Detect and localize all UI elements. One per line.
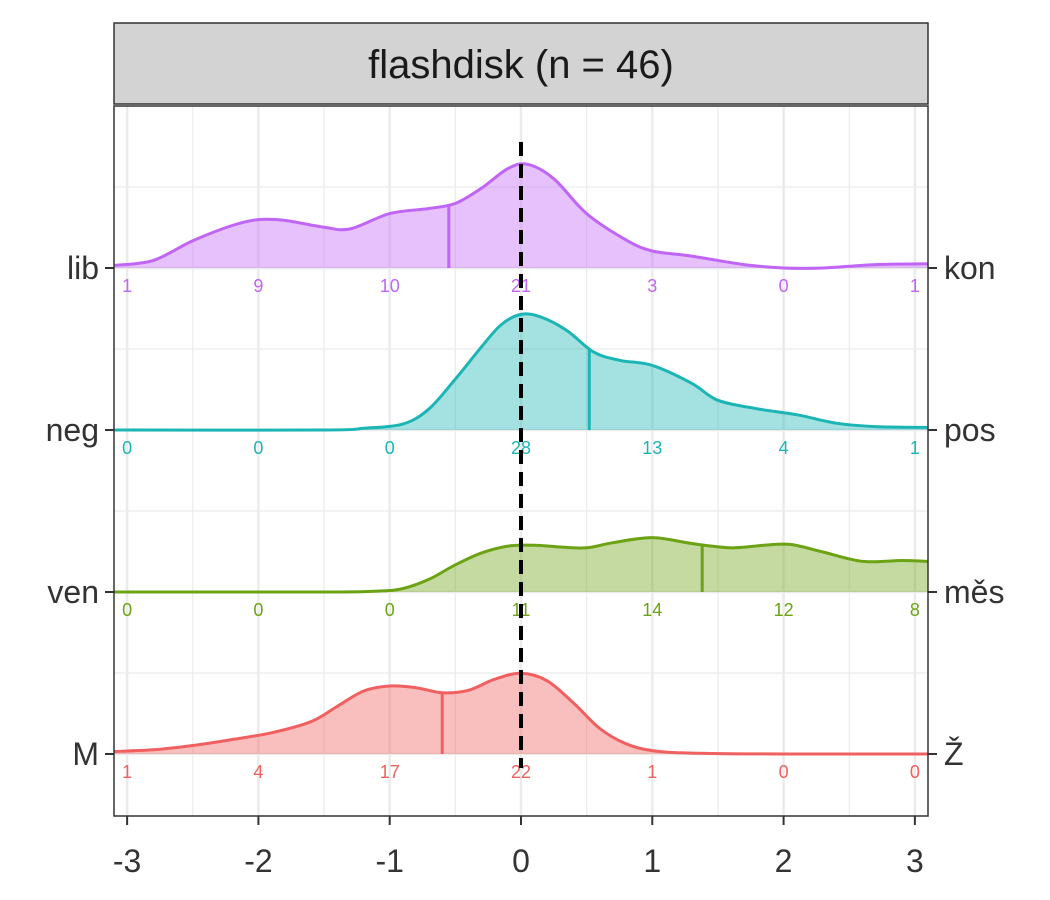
y-tick-label-left: M [72,736,99,772]
count-label: 12 [774,600,794,620]
count-label: 0 [253,438,263,458]
x-tick-label: -2 [244,843,272,879]
count-label: 4 [253,762,263,782]
count-label: 0 [385,600,395,620]
y-tick-label-left: lib [67,250,99,286]
count-label: 0 [779,762,789,782]
count-label: 14 [642,600,662,620]
x-tick-label: 1 [643,843,661,879]
count-label: 13 [642,438,662,458]
count-label: 8 [910,600,920,620]
y-tick-label-right: pos [944,412,996,448]
count-label: 3 [647,276,657,296]
x-tick-label: 2 [775,843,793,879]
density-line [113,162,929,270]
density-area [114,673,928,755]
count-label: 1 [122,762,132,782]
x-tick-label: 0 [512,843,530,879]
y-tick-label-right: kon [944,250,996,286]
count-label: 4 [779,438,789,458]
ridge-M-Ž: 1 4 17 22 1 0 0 [113,671,929,782]
count-label: 17 [380,762,400,782]
count-label: 0 [253,600,263,620]
count-label: 0 [122,600,132,620]
facet-strip-box [113,22,929,105]
count-label: 1 [122,276,132,296]
x-tick-label: -1 [375,843,403,879]
x-tick-label: 3 [906,843,924,879]
count-label: 9 [253,276,263,296]
count-label: 0 [385,438,395,458]
density-line [113,671,929,756]
y-tick-label-left: ven [47,574,99,610]
x-tick-label: -3 [113,843,141,879]
count-label: 28 [511,438,531,458]
density-line [113,312,929,432]
count-label: 22 [511,762,531,782]
count-label: 1 [910,438,920,458]
count-label: 10 [380,276,400,296]
y-tick-label-left: neg [46,412,99,448]
chart-title: flashdisk (n = 46) [368,43,674,87]
y-tick-label-right: Ž [944,736,964,772]
density-line [113,536,929,594]
count-label: 0 [779,276,789,296]
count-label: 1 [910,276,920,296]
y-tick-label-right: měs [944,574,1004,610]
count-label: 0 [122,438,132,458]
count-label: 0 [910,762,920,782]
count-label: 1 [647,762,657,782]
facet-strip: flashdisk (n = 46) [113,22,929,105]
